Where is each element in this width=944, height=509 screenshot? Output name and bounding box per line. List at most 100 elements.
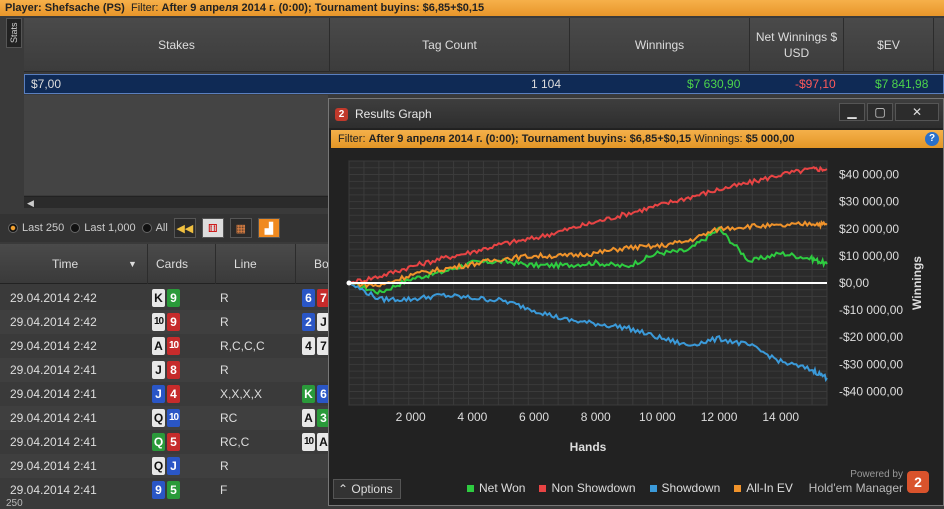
stats-tab[interactable]: Stats <box>6 18 22 48</box>
x-axis-label: Hands <box>570 440 607 454</box>
col-tag-count[interactable]: Tag Count <box>330 18 570 72</box>
graph-filter-bar: Filter: After 9 апреля 2014 г. (0:00); T… <box>331 130 943 148</box>
brand-name: Hold'em Manager <box>809 481 903 495</box>
powered-by: Powered by <box>850 469 903 480</box>
y-tick-label: $40 000,00 <box>839 168 899 182</box>
hand-line: F <box>220 483 227 497</box>
rewind-icon[interactable]: ◀◀ <box>174 218 196 238</box>
hand-line: X,X,X,X <box>220 387 262 401</box>
hole-card: Q <box>152 433 165 451</box>
col-net-winnings[interactable]: Net Winnings $ USD <box>750 18 844 72</box>
col-line[interactable]: Line <box>216 244 296 284</box>
board-card: K <box>302 385 315 403</box>
hole-card: 9 <box>167 313 180 331</box>
col-board[interactable]: Bo <box>296 244 328 284</box>
table-row[interactable]: $7,00 1 104 $7 630,90 -$97,10 $7 841,98 <box>24 74 944 94</box>
col-time[interactable]: Time▼ <box>0 244 148 284</box>
stats-table-body <box>24 95 328 195</box>
player-label: Player: <box>5 2 42 14</box>
hand-line: RC,C <box>220 435 249 449</box>
x-tick-label: 4 000 <box>457 410 487 424</box>
hole-card: J <box>167 457 180 475</box>
chart-legend: Net Won Non Showdown Showdown All-In EV <box>467 481 793 495</box>
col-winnings[interactable]: Winnings <box>570 18 750 72</box>
hole-card: A <box>152 337 165 355</box>
window-title: Results Graph <box>355 107 432 121</box>
cell-ev: $7 841,98 <box>875 77 928 91</box>
hand-time: 29.04.2014 2:41 <box>10 483 97 497</box>
options-button[interactable]: ⌃ Options <box>333 479 401 499</box>
radio-last-1000[interactable]: Last 1,000 <box>70 222 135 234</box>
hand-time: 29.04.2014 2:41 <box>10 411 97 425</box>
scroll-left-icon[interactable]: ◀ <box>27 198 34 209</box>
board-card: 6 <box>302 289 315 307</box>
close-icon[interactable]: ✕ <box>895 103 939 121</box>
options-label: Options <box>351 482 392 496</box>
y-tick-label: -$30 000,00 <box>839 357 903 371</box>
hand-time: 29.04.2014 2:41 <box>10 363 97 377</box>
hand-filter-bar: Last 250 Last 1,000 All ◀◀ ⚅ ▦ ▟ <box>0 214 328 242</box>
col-stakes[interactable]: Stakes <box>24 18 330 72</box>
grid-icon[interactable]: ▦ <box>230 218 252 238</box>
hole-card: 10 <box>167 337 180 355</box>
col-cards[interactable]: Cards <box>148 244 216 284</box>
chart-icon[interactable]: ▟ <box>258 218 280 238</box>
hand-time: 29.04.2014 2:41 <box>10 459 97 473</box>
board-card: A <box>302 409 315 427</box>
horizontal-scrollbar[interactable]: ◀ <box>24 196 328 208</box>
hole-card: 5 <box>167 481 180 499</box>
minimize-icon[interactable]: ▁ <box>839 103 865 121</box>
legend-label: Non Showdown <box>551 481 635 495</box>
dice-icon[interactable]: ⚅ <box>202 218 224 238</box>
y-tick-label: -$40 000,00 <box>839 384 903 398</box>
radio-last-250[interactable]: Last 250 <box>8 222 64 234</box>
hand-time: 29.04.2014 2:42 <box>10 291 97 305</box>
maximize-icon[interactable]: ▢ <box>867 103 893 121</box>
legend-label: Showdown <box>662 481 721 495</box>
legend-item[interactable]: Showdown <box>650 481 721 495</box>
hand-line: R <box>220 315 229 329</box>
cell-winnings: $7 630,90 <box>687 77 740 91</box>
col-ev[interactable]: $EV <box>844 18 934 72</box>
hand-line: R <box>220 459 229 473</box>
hand-line: R <box>220 363 229 377</box>
winnings-filter-label: Winnings: <box>694 133 742 145</box>
player-name: Shefsache (PS) <box>45 2 125 14</box>
player-filter-bar: Player: Shefsache (PS) Filter: After 9 а… <box>0 0 944 16</box>
cell-count: 1 104 <box>531 77 561 91</box>
stats-table-header: Stakes Tag Count Winnings Net Winnings $… <box>24 18 944 72</box>
app-logo-icon: 2 <box>335 108 348 121</box>
winnings-filter-value: $5 000,00 <box>746 133 795 145</box>
hole-card: 4 <box>167 385 180 403</box>
legend-item[interactable]: Net Won <box>467 481 525 495</box>
help-icon[interactable]: ? <box>925 132 939 146</box>
hole-card: 10 <box>167 409 180 427</box>
x-tick-label: 14 000 <box>762 410 799 424</box>
hand-time: 29.04.2014 2:42 <box>10 339 97 353</box>
hole-card: K <box>152 289 165 307</box>
sort-down-icon[interactable]: ▼ <box>128 244 137 284</box>
legend-item[interactable]: Non Showdown <box>539 481 635 495</box>
hole-card: Q <box>152 409 165 427</box>
results-graph-window: 2 Results Graph ▁ ▢ ✕ Filter: After 9 ап… <box>328 98 944 506</box>
legend-item[interactable]: All-In EV <box>734 481 793 495</box>
window-titlebar[interactable]: 2 Results Graph ▁ ▢ ✕ <box>329 99 943 129</box>
radio-all[interactable]: All <box>142 222 168 234</box>
y-tick-label: -$20 000,00 <box>839 330 903 344</box>
legend-label: All-In EV <box>746 481 793 495</box>
chevron-up-icon: ⌃ <box>338 482 348 496</box>
hand-time: 29.04.2014 2:42 <box>10 315 97 329</box>
hole-card: 8 <box>167 361 180 379</box>
board-card: 10 <box>302 433 315 451</box>
filter-text: After 9 апреля 2014 г. (0:00); Tournamen… <box>162 2 485 14</box>
x-tick-label: 12 000 <box>701 410 738 424</box>
